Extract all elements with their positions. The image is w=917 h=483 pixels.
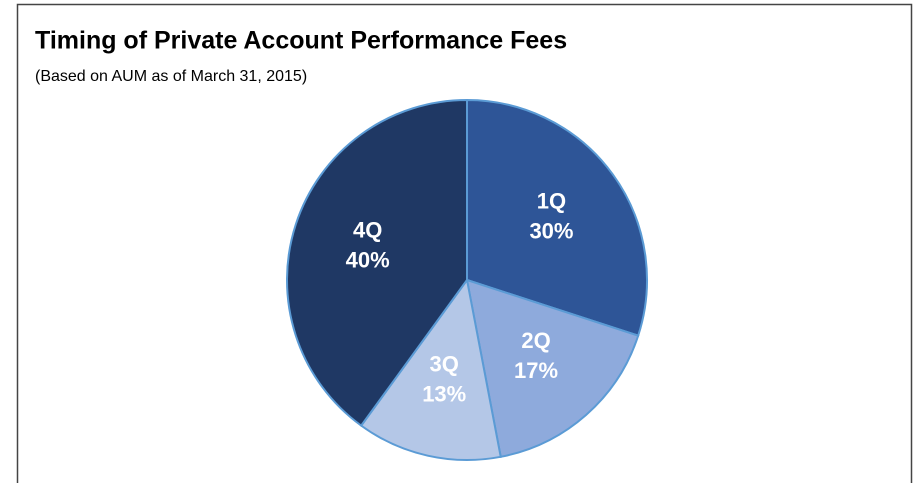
pie-slice <box>465 278 640 458</box>
slice-category: 3Q <box>430 352 459 377</box>
chart-title: Timing of Private Account Performance Fe… <box>35 27 567 55</box>
slice-value-label: 30% <box>529 218 573 243</box>
pie-slice <box>466 98 648 337</box>
slice-category: 4Q <box>353 218 382 243</box>
pie-slice <box>286 98 468 428</box>
slice-value-label: 40% <box>346 248 390 273</box>
slice-category: 2Q <box>521 328 550 353</box>
slice-value-label: 17% <box>514 358 558 383</box>
chart-subtitle: (Based on AUM as of March 31, 2015) <box>35 68 307 85</box>
slice-value-label: 13% <box>422 382 466 407</box>
slice-category: 1Q <box>537 188 566 213</box>
pie-slice <box>359 277 502 461</box>
